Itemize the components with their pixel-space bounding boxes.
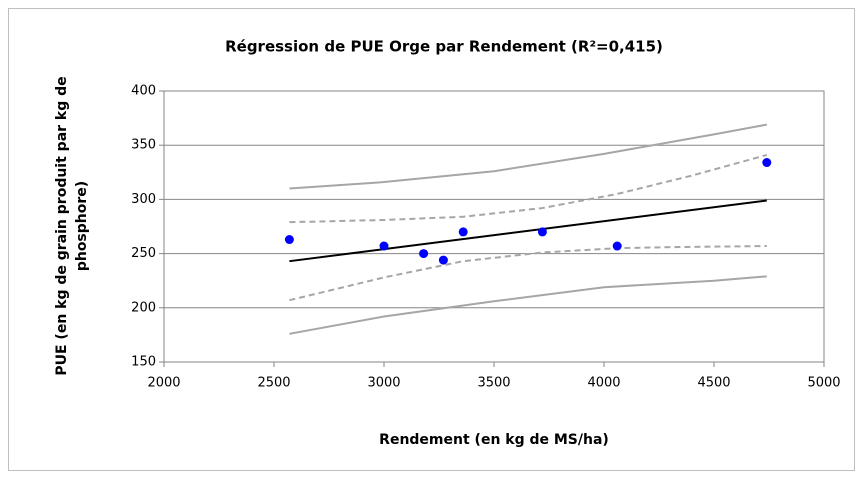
y-tick-label: 200 — [131, 300, 156, 315]
x-tick-label: 5000 — [807, 376, 840, 391]
series-line — [289, 153, 768, 224]
x-tick-label: 3500 — [477, 376, 510, 391]
chart-frame — [8, 8, 855, 471]
point — [438, 255, 448, 265]
y-tick-label: 400 — [131, 84, 156, 99]
y-tick-label: 300 — [131, 192, 156, 207]
x-tick-label: 2000 — [147, 376, 180, 391]
plot-area — [163, 90, 825, 363]
y-tick-label: 350 — [131, 138, 156, 153]
y-axis-label: phosphore) — [74, 181, 90, 271]
point — [612, 241, 622, 251]
series-line — [289, 123, 767, 190]
point — [762, 158, 772, 168]
y-tick-label: 150 — [131, 355, 156, 370]
point — [458, 227, 468, 237]
x-tick-label: 4000 — [587, 376, 620, 391]
y-axis-label: PUE (en kg de grain produit par kg de — [54, 76, 70, 375]
point — [419, 249, 429, 259]
series-line — [289, 199, 767, 263]
x-tick-label: 2500 — [257, 376, 290, 391]
x-axis-label: Rendement (en kg de MS/ha) — [379, 432, 609, 448]
x-tick-label: 3000 — [367, 376, 400, 391]
x-tick-label: 4500 — [697, 376, 730, 391]
y-tick-label: 250 — [131, 246, 156, 261]
point — [379, 241, 389, 251]
point — [537, 227, 547, 237]
chart-title: Régression de PUE Orge par Rendement (R²… — [225, 38, 663, 56]
series-line — [289, 275, 767, 335]
point — [284, 235, 294, 245]
